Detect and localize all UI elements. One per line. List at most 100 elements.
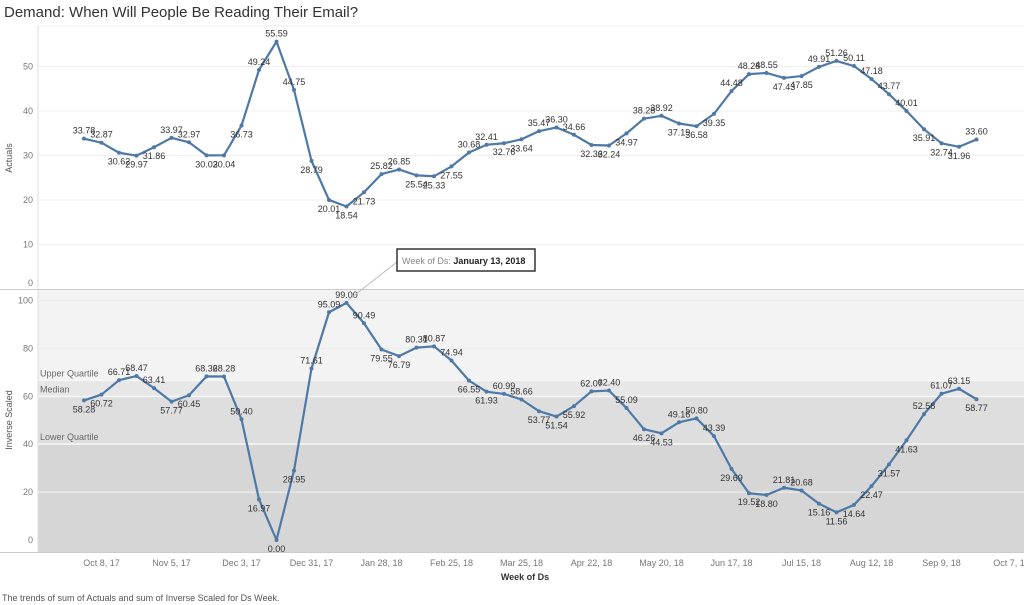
inverse-scaled-data-label: 50.40 xyxy=(230,406,253,416)
chart-caption: The trends of sum of Actuals and sum of … xyxy=(2,593,280,603)
actuals-data-label: 34.97 xyxy=(615,137,638,147)
actuals-data-label: 44.48 xyxy=(720,78,743,88)
inverse-scaled-point xyxy=(957,386,961,391)
actuals-point xyxy=(274,39,279,44)
reference-line-label: Lower Quartile xyxy=(40,432,99,442)
actuals-data-label: 25.33 xyxy=(423,180,446,190)
band-upper-quartile-median xyxy=(38,380,1024,397)
inverse-scaled-point xyxy=(589,389,594,394)
inverse-scaled-data-label: 68.28 xyxy=(213,363,236,373)
inverse-scaled-data-label: 58.28 xyxy=(73,404,96,414)
actuals-data-label: 31.96 xyxy=(948,151,971,161)
actuals-point xyxy=(484,142,489,147)
inverse-scaled-point xyxy=(449,358,454,363)
actuals-point xyxy=(659,113,664,118)
inverse-scaled-point xyxy=(782,485,786,490)
actuals-data-label: 43.77 xyxy=(878,81,901,91)
inverse-scaled-data-label: 63.41 xyxy=(143,375,166,385)
inverse-scaled-data-label: 41.63 xyxy=(895,444,918,454)
inverse-scaled-point xyxy=(292,468,296,473)
actuals-point xyxy=(362,190,366,195)
actuals-point xyxy=(82,136,86,141)
actuals-data-label: 36.30 xyxy=(545,114,568,124)
inverse-scaled-point xyxy=(204,374,209,379)
actuals-point xyxy=(974,137,979,142)
inverse-scaled-point xyxy=(799,488,804,493)
actuals-point xyxy=(327,197,331,202)
inverse-scaled-data-label: 52.58 xyxy=(913,401,936,411)
actuals-data-label: 29.97 xyxy=(125,160,148,170)
inverse-scaled-point xyxy=(887,462,891,467)
actuals-point xyxy=(239,123,244,128)
actuals-data-label: 32.76 xyxy=(493,147,516,157)
inverse-scaled-point xyxy=(152,386,156,391)
actuals-data-label: 40.01 xyxy=(895,98,918,108)
inverse-scaled-data-label: 14.64 xyxy=(843,509,866,519)
inverse-scaled-point xyxy=(414,345,419,350)
chart-title: Demand: When Will People Be Reading Thei… xyxy=(4,4,359,21)
inverse-scaled-data-label: 58.77 xyxy=(965,403,988,413)
actuals-data-label: 48.28 xyxy=(738,61,761,71)
actuals-point xyxy=(572,132,576,137)
inverse-scaled-data-label: 61.07 xyxy=(930,381,953,391)
inverse-scaled-data-label: 58.66 xyxy=(510,387,533,397)
tooltip-label: Week of Ds: xyxy=(402,256,453,266)
inverse-scaled-data-label: 0.00 xyxy=(268,544,286,554)
inverse-scaled-point xyxy=(257,497,261,502)
actuals-data-label: 30.04 xyxy=(213,159,236,169)
inverse-scaled-data-label: 19.52 xyxy=(738,497,761,507)
actuals-data-label: 25.82 xyxy=(370,161,393,171)
actuals-data-label: 47.43 xyxy=(773,82,796,92)
actuals-line xyxy=(83,40,977,208)
x-tick-label: Oct 7, 18 xyxy=(993,558,1024,568)
actuals-data-label: 38.28 xyxy=(633,106,656,116)
actuals-data-label: 36.73 xyxy=(230,130,253,140)
actuals-point xyxy=(432,174,436,179)
inverse-scaled-data-label: 62.07 xyxy=(580,378,603,388)
actuals-point xyxy=(169,135,174,140)
actuals-point xyxy=(764,70,769,75)
inverse-scaled-point xyxy=(624,406,629,411)
inverse-scaled-point xyxy=(187,393,191,398)
actuals-point xyxy=(257,67,261,72)
actuals-point xyxy=(222,153,226,158)
inverse-scaled-data-label: 63.15 xyxy=(948,376,971,386)
inverse-scaled-data-label: 21.81 xyxy=(773,475,796,485)
x-tick-label: Apr 22, 18 xyxy=(571,558,613,568)
inverse-scaled-data-label: 90.49 xyxy=(353,310,376,320)
inverse-scaled-data-label: 60.45 xyxy=(178,399,201,409)
x-tick-label: Jun 17, 18 xyxy=(710,558,752,568)
y-tick-label-actuals: 20 xyxy=(23,195,33,205)
actuals-point xyxy=(344,204,349,209)
inverse-scaled-data-label: 71.61 xyxy=(300,355,323,365)
inverse-scaled-point xyxy=(817,501,821,506)
x-tick-label: Jan 28, 18 xyxy=(360,558,402,568)
inverse-scaled-point xyxy=(974,397,979,402)
actuals-point xyxy=(904,108,909,113)
actuals-point xyxy=(397,167,401,172)
inverse-scaled-point xyxy=(134,374,139,379)
actuals-data-label: 38.92 xyxy=(650,103,673,113)
inverse-scaled-data-label: 44.53 xyxy=(650,437,673,447)
inverse-scaled-data-label: 60.72 xyxy=(90,399,113,409)
actuals-point xyxy=(292,87,296,92)
inverse-scaled-point xyxy=(537,409,541,414)
inverse-scaled-data-label: 79.55 xyxy=(370,353,393,363)
x-tick-label: May 20, 18 xyxy=(639,558,684,568)
tooltip-value: January 13, 2018 xyxy=(453,256,525,266)
actuals-data-label: 32.24 xyxy=(598,150,621,160)
actuals-point xyxy=(379,172,384,177)
inverse-scaled-data-label: 15.16 xyxy=(808,508,831,518)
actuals-data-label: 32.36 xyxy=(580,149,603,159)
inverse-scaled-data-label: 11.56 xyxy=(826,516,848,526)
actuals-point xyxy=(99,140,104,145)
actuals-point xyxy=(414,173,419,178)
actuals-data-label: 49.91 xyxy=(808,54,831,64)
actuals-point xyxy=(747,72,751,77)
x-tick-label: Dec 31, 17 xyxy=(290,558,334,568)
actuals-data-label: 21.73 xyxy=(353,196,376,206)
actuals-data-label: 30.68 xyxy=(458,139,481,149)
inverse-scaled-data-label: 29.69 xyxy=(720,473,743,483)
actuals-data-label: 35.91 xyxy=(913,133,936,143)
y-tick-label-actuals: 10 xyxy=(23,240,33,250)
